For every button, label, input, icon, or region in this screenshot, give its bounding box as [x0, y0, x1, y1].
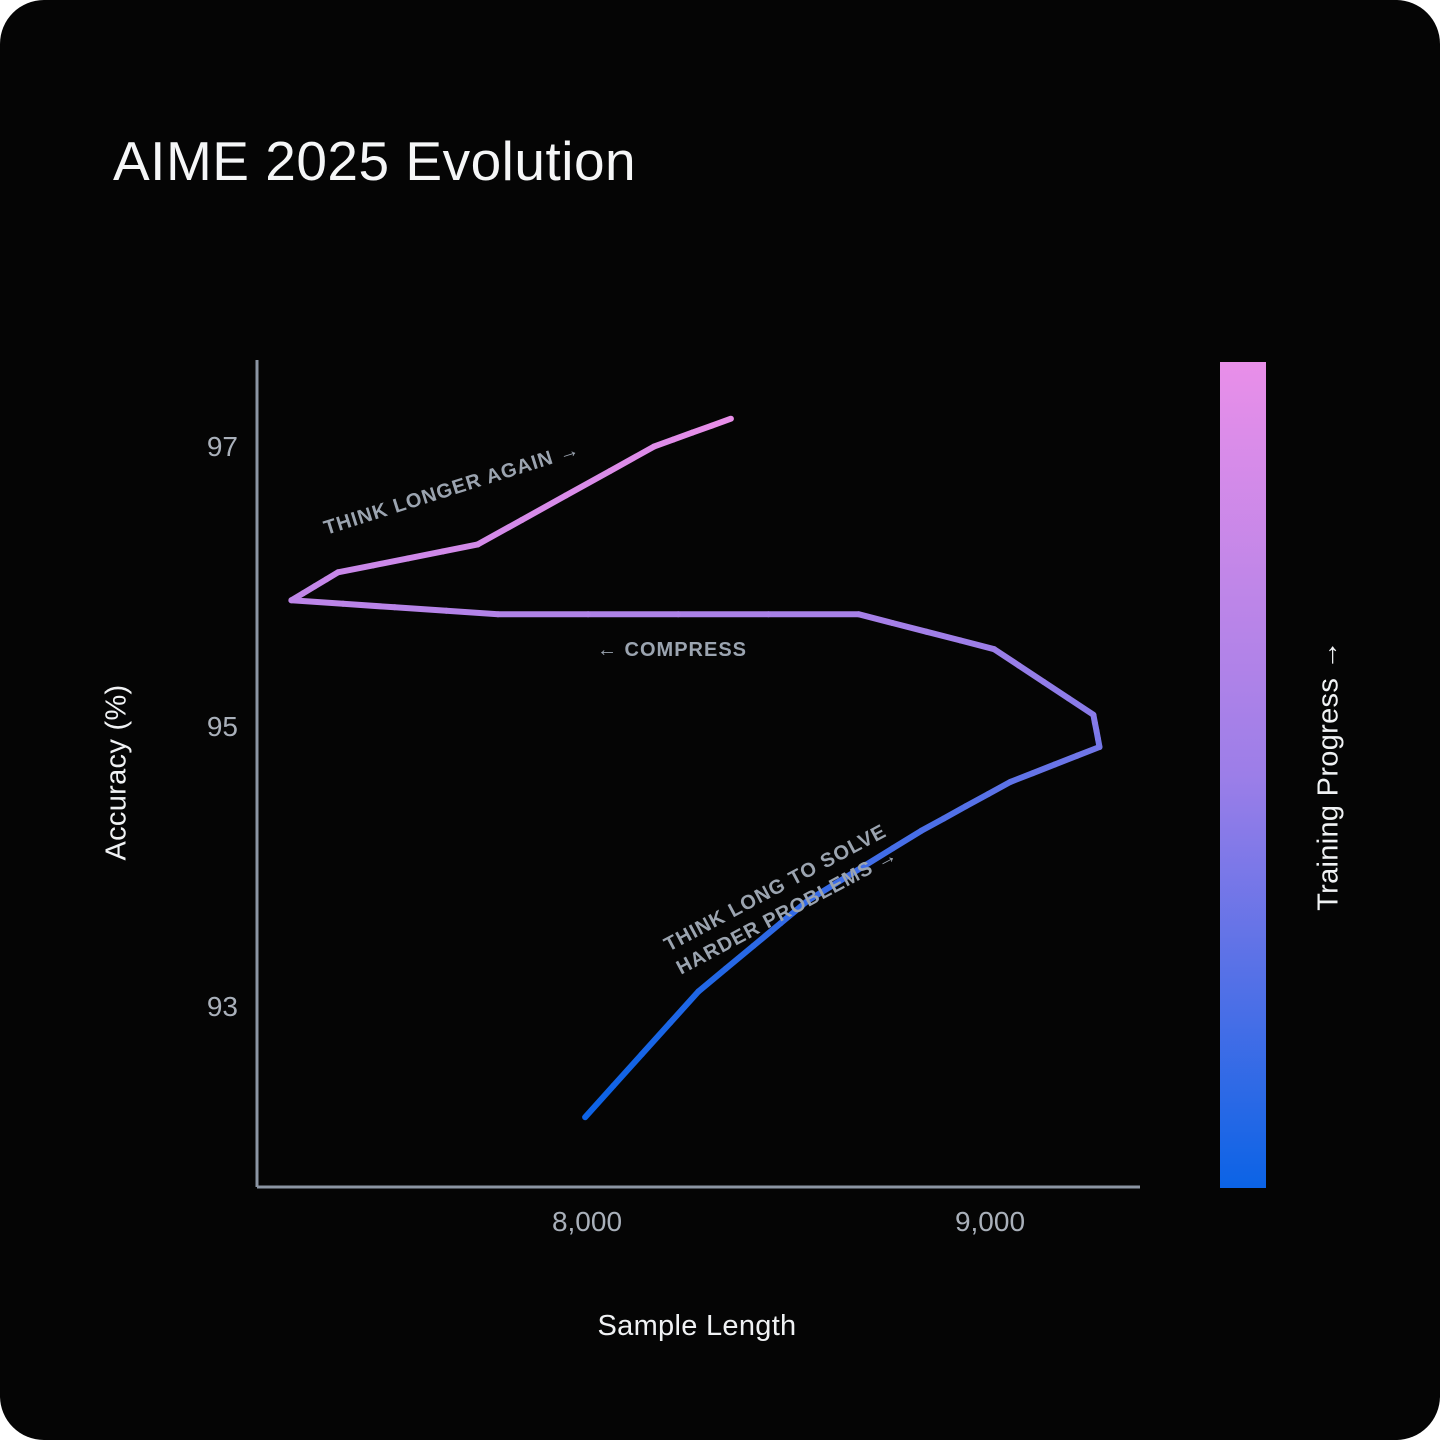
colorbar	[1220, 362, 1266, 1188]
colorbar-axis-label: Training Progress →	[1312, 640, 1345, 911]
chart-title: AIME 2025 Evolution	[113, 130, 637, 192]
training-progress-curve	[288, 415, 1103, 1121]
x-axis-label: Sample Length	[597, 1310, 797, 1342]
y-tick-93: 93	[206, 991, 238, 1022]
y-tick-97: 97	[206, 431, 238, 462]
y-tick-95: 95	[206, 711, 238, 742]
annotation-compress: ← COMPRESS	[596, 639, 748, 661]
x-tick-8000: 8,000	[551, 1206, 623, 1237]
x-tick-9000: 9,000	[954, 1206, 1026, 1237]
y-axis-label: Accuracy (%)	[100, 684, 133, 861]
